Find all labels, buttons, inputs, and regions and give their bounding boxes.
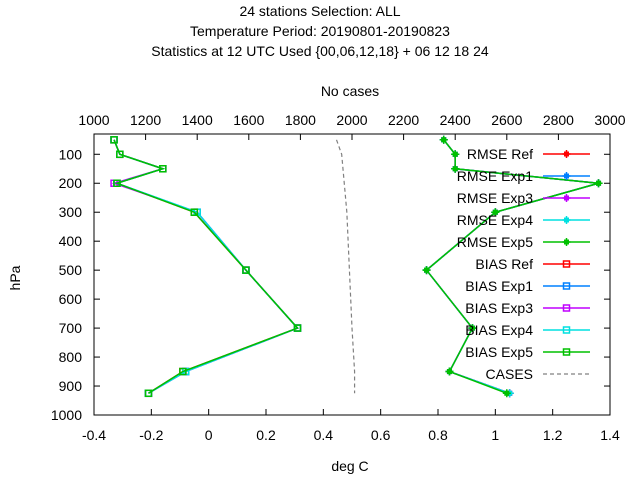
data-point-plus [562, 238, 571, 246]
data-point-square [562, 304, 571, 312]
data-point-plus [502, 389, 511, 398]
series-line [111, 139, 299, 394]
legend-entry: RMSE Exp3 [457, 190, 590, 206]
legend-entry: RMSE Exp4 [457, 212, 590, 228]
legend-label: RMSE Ref [467, 146, 533, 162]
x2-tick-label: 2000 [336, 112, 367, 128]
legend-label: BIAS Ref [475, 256, 533, 272]
data-point-plus [439, 135, 448, 144]
x-tick-label: 1 [491, 427, 499, 443]
data-point-plus [562, 172, 571, 180]
data-point-plus [491, 208, 500, 217]
data-point-square [190, 208, 199, 216]
data-point-plus [562, 150, 571, 158]
x-tick-label: -0.4 [82, 427, 106, 443]
y-axis-label: hPa [7, 265, 23, 290]
data-point-square [110, 136, 118, 144]
data-point-square [179, 367, 187, 376]
y-tick-label: 700 [59, 320, 83, 336]
x2-tick-label: 1000 [78, 112, 109, 128]
data-point-square [562, 282, 571, 290]
y-tick-label: 100 [59, 146, 83, 162]
y-tick-label: 900 [59, 378, 83, 394]
data-point-plus [445, 367, 454, 376]
data-point-square [562, 326, 571, 334]
series-rmse-exp5 [422, 135, 603, 398]
series-line [113, 139, 299, 394]
data-point-plus [451, 150, 460, 159]
x-tick-label: 0 [205, 427, 213, 443]
legend-entry: RMSE Exp5 [457, 234, 590, 250]
x-tick-label: 0.2 [256, 427, 276, 443]
legend-label: RMSE Exp4 [457, 212, 533, 228]
data-point-plus [594, 179, 603, 188]
chart-title-line-3: Statistics at 12 UTC Used {00,06,12,18} … [151, 43, 489, 59]
legend-entry: BIAS Exp5 [465, 344, 590, 360]
legend-label: RMSE Exp1 [457, 168, 533, 184]
x2-tick-label: 2200 [388, 112, 419, 128]
data-point-square [562, 348, 571, 356]
series-line [113, 139, 299, 394]
data-point-square [113, 179, 121, 187]
data-point-square [242, 266, 250, 274]
x2-tick-label: 1200 [130, 112, 161, 128]
x-tick-label: -0.2 [139, 427, 163, 443]
legend-label: BIAS Exp4 [465, 322, 533, 338]
y-tick-label: 800 [59, 349, 83, 365]
data-point-square [159, 165, 167, 173]
series-bias-exp5 [110, 136, 302, 398]
y-tick-label: 1000 [51, 407, 82, 423]
x2-tick-label: 1600 [233, 112, 264, 128]
series-line [113, 139, 299, 394]
legend-entry: BIAS Exp4 [465, 322, 590, 338]
data-point-square [144, 389, 153, 398]
data-point-square [116, 150, 124, 159]
x2-tick-label: 1400 [182, 112, 213, 128]
legend-label: BIAS Exp1 [465, 278, 533, 294]
legend-label: BIAS Exp3 [465, 300, 533, 316]
x2-tick-label: 2800 [543, 112, 574, 128]
legend-entry: CASES [486, 366, 590, 382]
x2-tick-label: 2600 [491, 112, 522, 128]
legend-label: RMSE Exp5 [457, 234, 533, 250]
x-tick-label: 1.2 [543, 427, 563, 443]
data-point-plus [562, 194, 571, 202]
y-tick-label: 600 [59, 291, 83, 307]
data-point-plus [468, 324, 477, 333]
data-point-plus [562, 216, 571, 224]
y-tick-label: 400 [59, 233, 83, 249]
legend-entry: RMSE Ref [467, 146, 590, 162]
legend-label: CASES [486, 366, 533, 382]
series-line [335, 139, 356, 394]
legend-label: RMSE Exp3 [457, 190, 533, 206]
data-point-square [562, 260, 571, 268]
data-point-square [293, 324, 302, 332]
x2-tick-label: 2400 [440, 112, 471, 128]
legend-entry: BIAS Exp3 [465, 300, 590, 316]
series-line [113, 139, 299, 394]
x-tick-label: 0.8 [428, 427, 448, 443]
x-axis-label: deg C [331, 458, 368, 474]
x-tick-label: 1.4 [600, 427, 620, 443]
y-tick-label: 500 [59, 262, 83, 278]
x-tick-label: 0.4 [314, 427, 334, 443]
y-tick-label: 200 [59, 175, 83, 191]
chart-title-line-1: 24 stations Selection: ALL [239, 3, 401, 19]
legend-entry: BIAS Exp1 [465, 278, 590, 294]
legend-label: BIAS Exp5 [465, 344, 533, 360]
y-tick-label: 300 [59, 204, 83, 220]
x2-tick-label: 3000 [594, 112, 625, 128]
data-point-plus [422, 266, 431, 275]
series-cases [335, 139, 356, 394]
x2-tick-label: 1800 [285, 112, 316, 128]
chart-title-line-2: Temperature Period: 20190801-20190823 [190, 23, 450, 39]
legend-entry: BIAS Ref [475, 256, 590, 272]
x-tick-label: 0.6 [371, 427, 391, 443]
legend-entry: RMSE Exp1 [457, 168, 590, 184]
x2-axis-label: No cases [321, 83, 379, 99]
data-point-plus [451, 164, 460, 173]
